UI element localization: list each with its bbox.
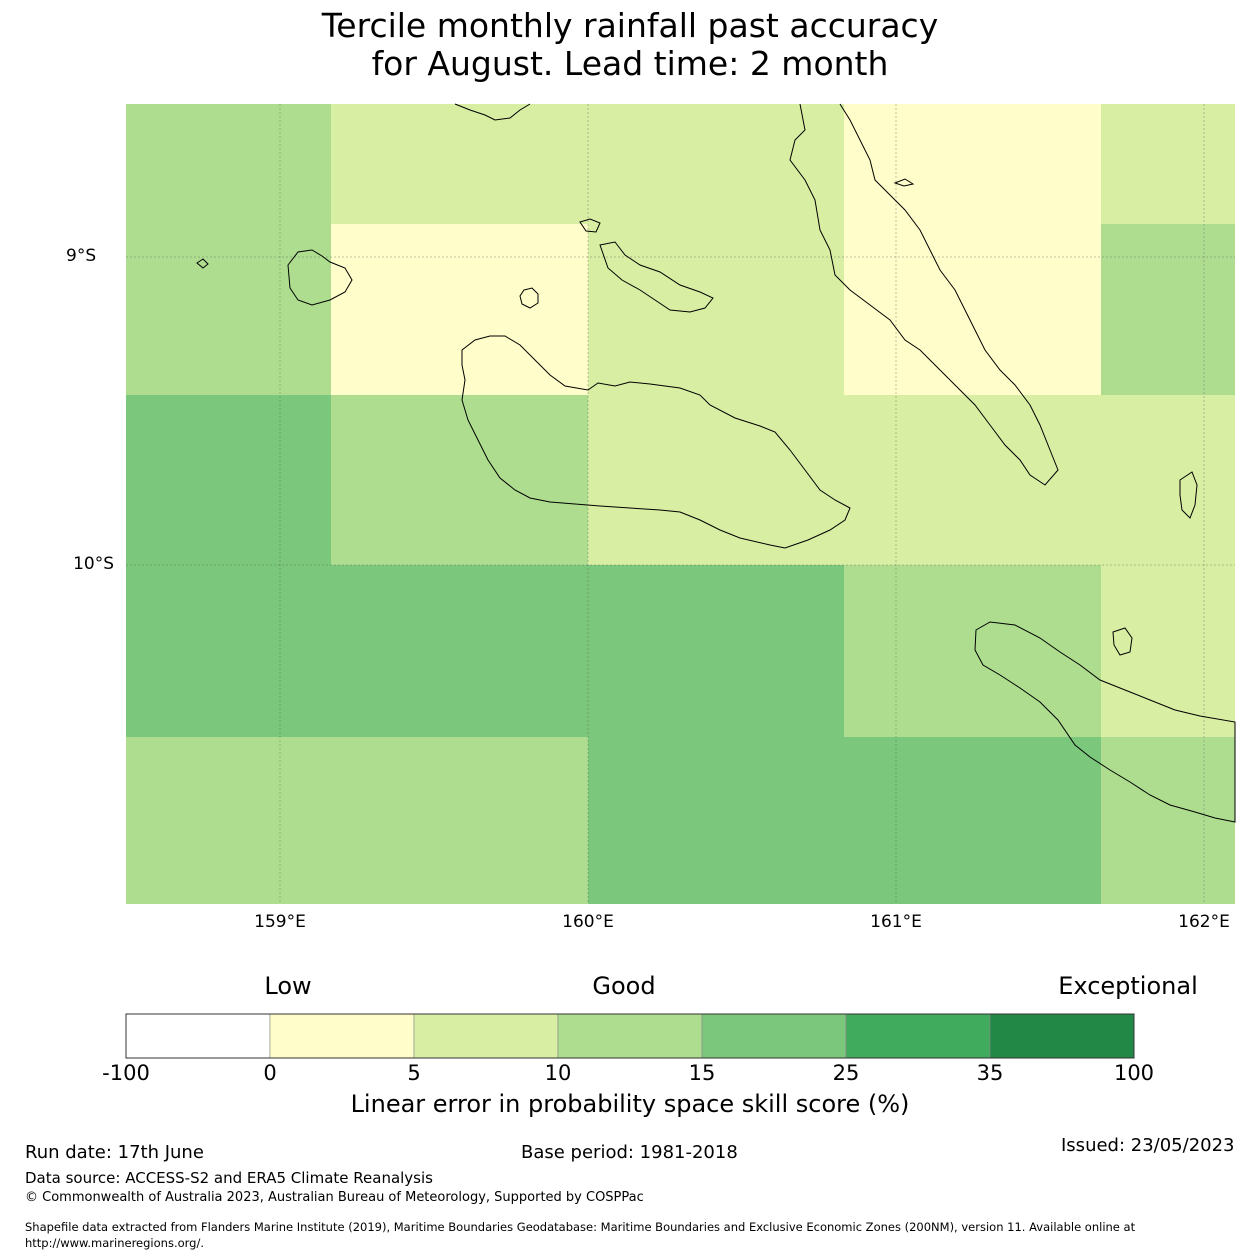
skill-grid-cells [126, 104, 1235, 904]
colorbar-tick-label: -100 [102, 1061, 150, 1085]
cell [1101, 224, 1235, 395]
graticule [126, 104, 1235, 904]
colorbar-segment [989, 1013, 1135, 1059]
cell [844, 565, 1101, 737]
cell [331, 395, 588, 565]
ulawa-island-coastline [1179, 471, 1198, 519]
cell [126, 395, 331, 737]
cell [844, 104, 1101, 395]
russell-islands-coastline [287, 249, 353, 306]
cell [126, 104, 331, 395]
cell [1101, 737, 1235, 904]
colorbar-tick-label: 25 [832, 1061, 860, 1085]
lon-label-160e: 160°E [562, 912, 614, 932]
colorbar-segment [413, 1013, 559, 1059]
skill-score-map [126, 103, 1236, 904]
data-source: Data source: ACCESS-S2 and ERA5 Climate … [25, 1169, 433, 1187]
cell [331, 565, 844, 737]
legend-low-label: Low [264, 972, 312, 1000]
makira-coastline [974, 621, 1236, 823]
colorbar-segment [845, 1013, 991, 1059]
colorbar-segment [701, 1013, 847, 1059]
florida-islands-coastline [599, 241, 714, 313]
cell [1101, 565, 1235, 737]
map-title-line-1: Tercile monthly rainfall past accuracy [321, 6, 939, 45]
ngella-north-coastline [579, 218, 601, 233]
colorbar-tick-label: 0 [263, 1061, 277, 1085]
base-period: Base period: 1981-2018 [521, 1142, 738, 1163]
colorbar-tick-label: 10 [544, 1061, 572, 1085]
run-date: Run date: 17th June [25, 1142, 204, 1163]
savo-island-coastline [519, 287, 539, 309]
lon-label-159e: 159°E [254, 912, 306, 932]
legend-good-label: Good [592, 972, 656, 1000]
issued-date: Issued: 23/05/2023 [1061, 1135, 1235, 1156]
colorbar-segment [125, 1013, 271, 1059]
lon-label-161e: 161°E [870, 912, 922, 932]
legend-exceptional-label: Exceptional [1058, 972, 1198, 1000]
uki-island-coastline [1112, 627, 1133, 656]
shapefile-credit-line-2: http://www.marineregions.org/. [25, 1236, 204, 1250]
santa-isabel-tip-coastline [454, 103, 531, 121]
cell [588, 224, 844, 395]
cell [331, 224, 588, 395]
coastlines [196, 103, 1236, 823]
small-islet-north-ngella [893, 178, 915, 187]
lat-label-9s: 9°S [66, 246, 97, 266]
cell [588, 395, 1235, 565]
colorbar-tick-label: 100 [1113, 1061, 1155, 1085]
colorbar-segment [557, 1013, 703, 1059]
shapefile-credit-line-1: Shapefile data extracted from Flanders M… [25, 1220, 1136, 1234]
colorbar-tick-label: 5 [407, 1061, 421, 1085]
lon-label-162e: 162°E [1178, 912, 1230, 932]
colorbar-frame [125, 1013, 1135, 1059]
guadalcanal-coastline [461, 335, 851, 549]
cell [331, 104, 844, 224]
cell [588, 737, 1101, 904]
lat-label-10s: 10°S [73, 554, 114, 574]
copyright-notice: © Commonwealth of Australia 2023, Austra… [25, 1190, 644, 1205]
cell [126, 737, 588, 904]
colorbar-title: Linear error in probability space skill … [350, 1090, 910, 1118]
colorbar-tick-label: 15 [688, 1061, 716, 1085]
colorbar-tick-label: 35 [976, 1061, 1004, 1085]
cell [1101, 104, 1235, 224]
map-title-line-2: for August. Lead time: 2 month [371, 44, 889, 83]
malaita-coastline [789, 103, 1059, 486]
colorbar-segment [269, 1013, 415, 1059]
small-islet-west [196, 258, 209, 269]
